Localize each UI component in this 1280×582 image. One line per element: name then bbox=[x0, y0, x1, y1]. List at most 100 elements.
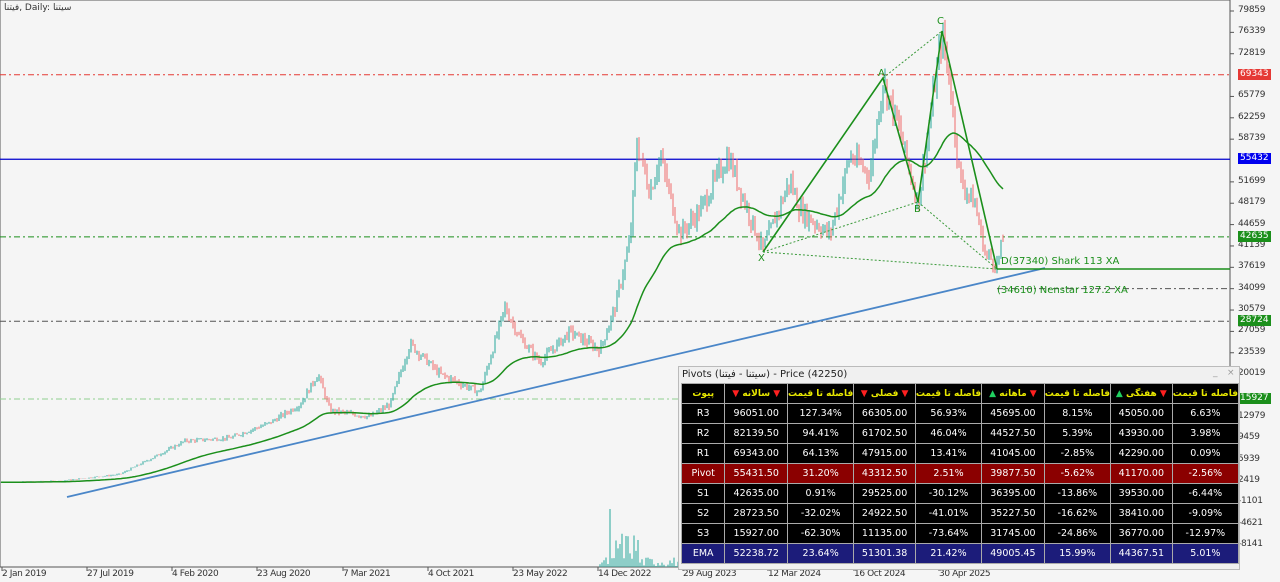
table-cell: -9.09% bbox=[1171, 503, 1240, 524]
table-cell: 52238.72 bbox=[724, 543, 789, 564]
table-cell: 61702.50 bbox=[853, 423, 916, 444]
table-cell: 64.13% bbox=[787, 443, 855, 464]
table-cell: 47915.00 bbox=[853, 443, 916, 464]
table-cell: 41045.00 bbox=[981, 443, 1045, 464]
table-cell: 29525.00 bbox=[853, 483, 916, 504]
table-row: S2 28723.50 -32.02% 24922.50 -41.01% 35227.50… bbox=[680, 503, 1240, 524]
table-cell: 44527.50 bbox=[981, 423, 1045, 444]
price-level-tag: 28724 bbox=[1238, 315, 1271, 327]
candles bbox=[0, 19, 1004, 483]
price-tick-label: 5939 bbox=[1238, 453, 1260, 464]
price-tick-label: 51699 bbox=[1238, 175, 1266, 186]
table-cell: 6.63% bbox=[1171, 403, 1240, 424]
price-tick-label: 9459 bbox=[1238, 432, 1260, 443]
table-cell: S3 bbox=[680, 523, 726, 544]
price-tick-label: 65779 bbox=[1238, 90, 1266, 101]
pivots-table: پیوت ▼ سالانه ▼ فاصله تا قیمت ▼ فصلی ▼ فاصله… bbox=[680, 383, 1240, 564]
table-cell: -2.56% bbox=[1171, 463, 1240, 484]
table-cell: 51301.38 bbox=[853, 543, 916, 564]
price-tick-label: 12979 bbox=[1238, 410, 1266, 421]
trendline bbox=[66, 267, 1046, 498]
time-tick-label: 16 Oct 2024 bbox=[854, 569, 906, 579]
table-cell: 94.41% bbox=[787, 423, 855, 444]
pattern-point-c: C bbox=[937, 16, 944, 27]
column-header: ▲ ماهانه ▼ bbox=[981, 383, 1045, 404]
harmonic-pattern-guide bbox=[917, 201, 998, 270]
table-cell: 66305.00 bbox=[853, 403, 916, 424]
table-cell: 31.20% bbox=[787, 463, 855, 484]
price-tick-label: 79859 bbox=[1238, 5, 1266, 15]
minimize-button[interactable]: _ bbox=[1213, 368, 1218, 378]
price-tick-label: -8141 bbox=[1238, 538, 1263, 549]
table-cell: 46.04% bbox=[914, 423, 983, 444]
arrow-down-icon: ▼ bbox=[860, 388, 871, 399]
table-cell: -41.01% bbox=[914, 503, 983, 524]
table-cell: 5.01% bbox=[1171, 543, 1240, 564]
price-tick-label: 62259 bbox=[1238, 111, 1266, 122]
table-cell: 127.34% bbox=[787, 403, 855, 424]
pattern-point-a: A bbox=[878, 68, 885, 79]
price-tick-label: -1101 bbox=[1238, 496, 1263, 507]
table-cell: 36395.00 bbox=[981, 483, 1045, 504]
arrow-down-icon: ▼ bbox=[770, 388, 781, 399]
price-tick-label: 34099 bbox=[1238, 282, 1266, 293]
table-cell: 13.41% bbox=[914, 443, 983, 464]
table-cell: S2 bbox=[680, 503, 726, 524]
column-header-label: فصلی bbox=[870, 388, 899, 399]
table-cell: 3.98% bbox=[1171, 423, 1240, 444]
column-header: پیوت bbox=[680, 383, 726, 404]
table-cell: -24.86% bbox=[1043, 523, 1112, 544]
table-cell: 0.91% bbox=[787, 483, 855, 504]
table-cell: 15927.00 bbox=[724, 523, 789, 544]
column-header-label: سالانه bbox=[742, 388, 771, 399]
table-cell: 49005.45 bbox=[981, 543, 1045, 564]
price-tick-label: 76339 bbox=[1238, 26, 1266, 37]
table-cell: 21.42% bbox=[914, 543, 983, 564]
time-tick-label: 23 Aug 2020 bbox=[257, 569, 311, 579]
table-cell: 38410.00 bbox=[1110, 503, 1173, 524]
arrow-down-icon: ▼ bbox=[732, 388, 743, 399]
table-cell: R2 bbox=[680, 423, 726, 444]
pivots-panel[interactable]: Pivots (سیتنا - فیتنا) - Price (42250) _… bbox=[678, 366, 1240, 570]
price-tick-label: 23539 bbox=[1238, 346, 1266, 357]
time-tick-label: 27 Jul 2019 bbox=[87, 569, 134, 579]
pattern-d-label: D(37340) Shark 113 XA bbox=[1001, 256, 1120, 267]
table-cell: 55431.50 bbox=[724, 463, 789, 484]
table-cell: 43930.00 bbox=[1110, 423, 1173, 444]
table-cell: 39877.50 bbox=[981, 463, 1045, 484]
price-level-tag: 15927 bbox=[1238, 392, 1271, 404]
table-cell: 2.51% bbox=[914, 463, 983, 484]
price-tick-label: -4621 bbox=[1238, 517, 1263, 528]
price-tick-label: 48179 bbox=[1238, 197, 1266, 208]
table-cell: 15.99% bbox=[1043, 543, 1112, 564]
table-cell: 42290.00 bbox=[1110, 443, 1173, 464]
column-header-label: فاصله تا قیمت bbox=[915, 388, 982, 399]
table-cell: 56.93% bbox=[914, 403, 983, 424]
table-cell: 44367.51 bbox=[1110, 543, 1173, 564]
harmonic-pattern-guide bbox=[762, 251, 998, 270]
close-button[interactable]: × bbox=[1227, 368, 1235, 378]
table-cell: 35227.50 bbox=[981, 503, 1045, 524]
price-tick-label: 41139 bbox=[1238, 239, 1266, 250]
time-tick-label: 14 Dec 2022 bbox=[598, 569, 652, 579]
table-cell: -6.44% bbox=[1171, 483, 1240, 504]
price-tick-label: 72819 bbox=[1238, 47, 1266, 58]
price-tick-label: 58739 bbox=[1238, 133, 1266, 144]
table-cell: 28723.50 bbox=[724, 503, 789, 524]
table-cell: 5.39% bbox=[1043, 423, 1112, 444]
time-tick-label: 2 Jan 2019 bbox=[2, 569, 47, 579]
table-cell: 36770.00 bbox=[1110, 523, 1173, 544]
table-cell: Pivot bbox=[680, 463, 726, 484]
arrow-up-icon: ▲ bbox=[989, 388, 1000, 399]
column-header: فاصله تا قیمت bbox=[1043, 383, 1112, 404]
table-cell: 23.64% bbox=[787, 543, 855, 564]
price-tick-label: 30579 bbox=[1238, 304, 1266, 315]
table-row: R3 96051.00 127.34% 66305.00 56.93% 45695.00 8… bbox=[680, 403, 1240, 424]
table-cell: 8.15% bbox=[1043, 403, 1112, 424]
table-row: EMA 52238.72 23.64% 51301.38 21.42% 49005.45 1… bbox=[680, 543, 1240, 564]
table-cell: -13.86% bbox=[1043, 483, 1112, 504]
table-cell: 0.09% bbox=[1171, 443, 1240, 464]
column-header: فاصله تا قیمت bbox=[914, 383, 983, 404]
column-header: ▼ سالانه ▼ bbox=[724, 383, 789, 404]
